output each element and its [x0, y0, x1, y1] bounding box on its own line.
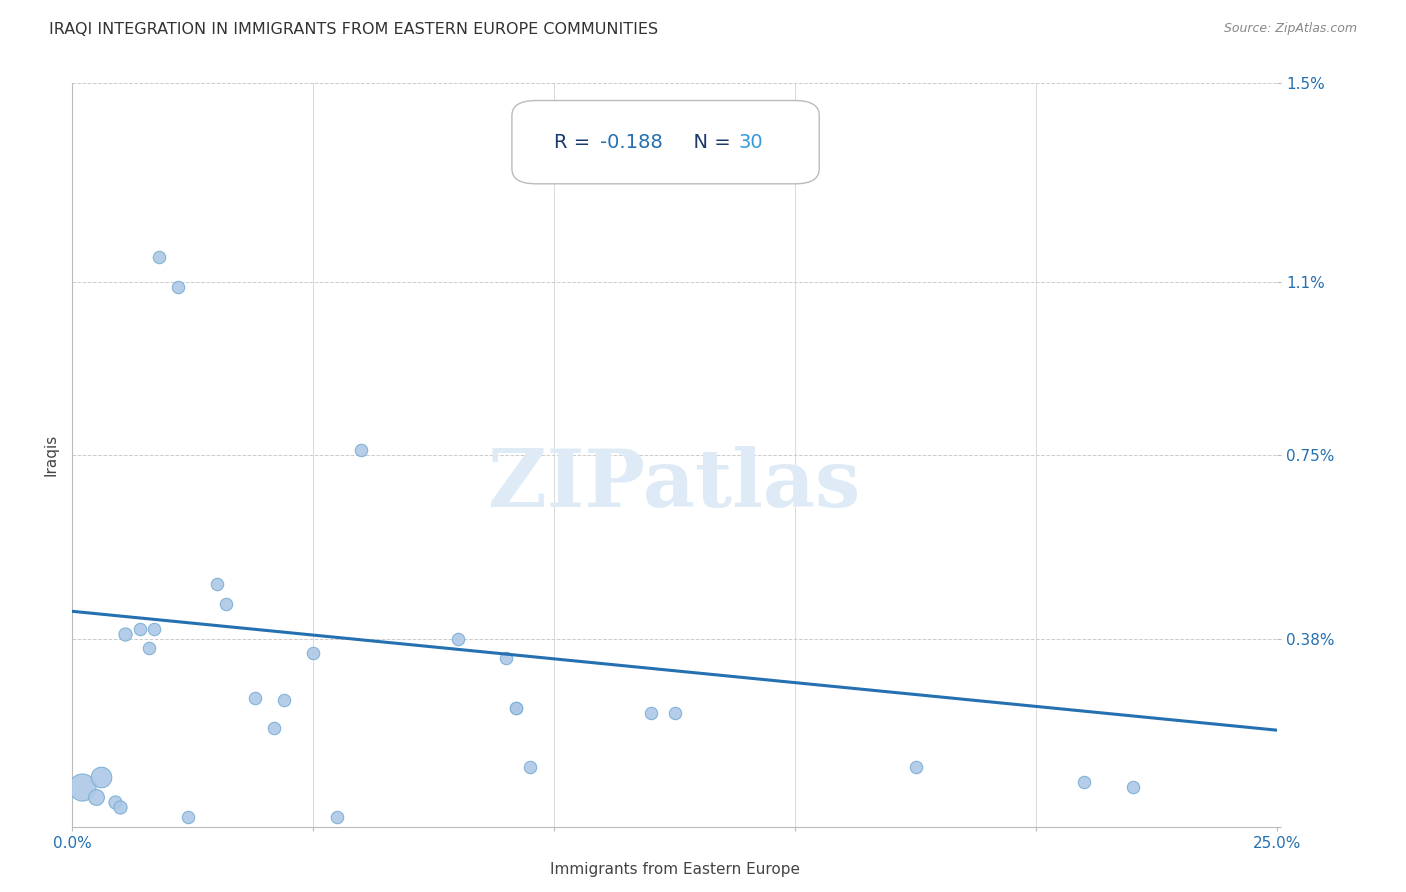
FancyBboxPatch shape — [512, 101, 820, 184]
Point — [114, 626, 136, 640]
Point — [138, 641, 160, 656]
Text: IRAQI INTEGRATION IN IMMIGRANTS FROM EASTERN EUROPE COMMUNITIES: IRAQI INTEGRATION IN IMMIGRANTS FROM EAS… — [49, 22, 658, 37]
Text: 30: 30 — [738, 133, 763, 152]
Text: -0.188: -0.188 — [600, 133, 662, 152]
Point — [505, 701, 527, 715]
Point — [1073, 775, 1095, 789]
Point — [326, 810, 349, 824]
Point — [90, 770, 112, 784]
Y-axis label: Iraqis: Iraqis — [44, 434, 58, 476]
Point — [904, 760, 927, 774]
Text: R =: R = — [554, 133, 596, 152]
Point — [273, 693, 295, 707]
Text: ZIPatlas: ZIPatlas — [488, 446, 860, 524]
Point — [263, 721, 285, 735]
Point — [128, 622, 150, 636]
Point — [104, 795, 127, 809]
Point — [519, 760, 541, 774]
Point — [70, 780, 93, 795]
Point — [664, 706, 686, 720]
Text: Source: ZipAtlas.com: Source: ZipAtlas.com — [1223, 22, 1357, 36]
Point — [110, 800, 132, 814]
Point — [143, 622, 166, 636]
Point — [302, 647, 325, 661]
Point — [505, 701, 527, 715]
Point — [640, 706, 662, 720]
Point — [447, 632, 470, 646]
Point — [495, 651, 517, 665]
Point — [350, 443, 373, 458]
Point — [245, 691, 267, 706]
X-axis label: Immigrants from Eastern Europe: Immigrants from Eastern Europe — [550, 862, 800, 877]
Point — [205, 577, 228, 591]
Point — [84, 790, 107, 805]
Point — [1122, 780, 1144, 795]
Point — [177, 810, 200, 824]
Point — [167, 279, 190, 293]
Text: N =: N = — [681, 133, 737, 152]
Point — [215, 597, 238, 611]
Point — [148, 250, 170, 264]
